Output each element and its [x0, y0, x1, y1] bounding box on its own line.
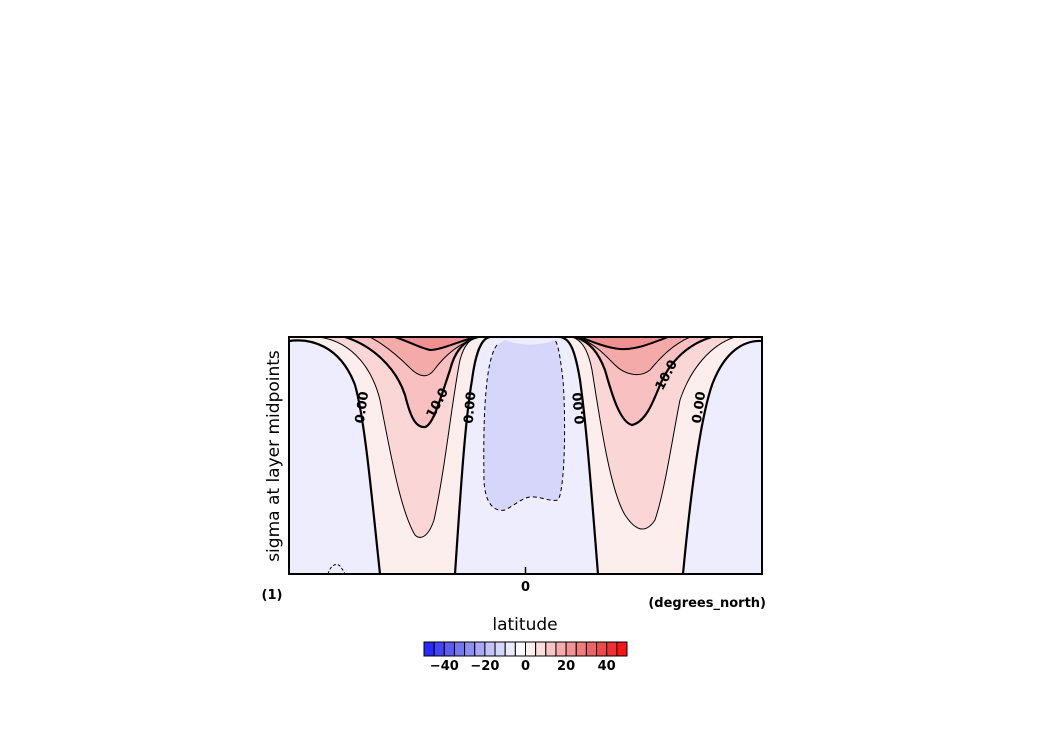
contour-ten-left — [344, 337, 479, 429]
left-jet-core-region — [370, 337, 478, 376]
colorbar-swatch — [545, 641, 557, 657]
colorbar-tick-label: 40 — [598, 659, 616, 674]
left-jet-top-region — [395, 337, 475, 350]
colorbar-tick-label: 20 — [557, 659, 575, 674]
contour-label: 0.00 — [690, 391, 709, 425]
colorbar-tick-label: −20 — [470, 659, 499, 674]
colorbar-swatch — [484, 641, 496, 657]
colorbar-swatch — [443, 641, 455, 657]
colorbar-swatch — [504, 641, 516, 657]
contour-five-left — [317, 337, 481, 538]
colorbar-swatch — [525, 641, 537, 657]
colorbar-swatch — [514, 641, 526, 657]
contour-ten-right — [574, 337, 713, 427]
contour-zero-right-inner — [559, 337, 600, 574]
colorbar-swatch — [474, 641, 486, 657]
colorbar-swatch — [433, 641, 445, 657]
colorbar-tick-label: −40 — [430, 659, 459, 674]
colorbar-swatch — [494, 641, 506, 657]
contour-zero-left-inner — [453, 337, 491, 574]
equatorial-negative-region — [483, 340, 565, 511]
colorbar-tick-label: 0 — [521, 659, 530, 674]
contour-twenty-left — [394, 337, 476, 352]
colorbar-swatch — [565, 641, 577, 657]
contour-label: 0.00 — [571, 392, 589, 425]
right-jet-top-region — [580, 337, 668, 350]
colorbar-swatch — [453, 641, 466, 657]
contour-negative-polar-blob — [327, 563, 346, 574]
x-axis-ticks: 0 — [521, 567, 530, 595]
contour-fifteen-right — [577, 337, 691, 376]
colorbar-swatch — [423, 641, 435, 657]
contour-five-right — [571, 337, 736, 530]
contour-twenty-right — [579, 337, 669, 351]
y-units-label: (1) — [262, 588, 283, 603]
contour-line-layer — [289, 337, 762, 574]
colorbar-swatch — [535, 641, 547, 657]
colorbar-swatch — [555, 641, 567, 657]
colorbar-swatch — [596, 641, 608, 657]
contour-zero-left-outer — [289, 339, 382, 574]
left-jet-ten-region — [345, 337, 478, 428]
colorbar-swatch — [585, 641, 598, 657]
x-units-label: (degrees_north) — [648, 596, 766, 611]
contour-label: 0.00 — [353, 391, 372, 425]
colorbar: −40 −20 0 20 40 — [423, 641, 628, 674]
colorbar-swatch — [616, 641, 628, 657]
contour-fill-layer — [289, 337, 762, 574]
contour-label: 0.00 — [462, 391, 480, 424]
contour-fifteen-left — [369, 337, 479, 377]
x-tick-label: 0 — [521, 580, 530, 595]
y-axis-title: sigma at layer midpoints — [264, 350, 284, 562]
colorbar-swatch — [464, 641, 476, 657]
contour-negative-equator — [483, 339, 566, 511]
colorbar-swatch — [575, 641, 587, 657]
contour-zero-right-outer — [681, 339, 762, 574]
x-axis-title: latitude — [492, 615, 557, 635]
colorbar-swatch — [606, 641, 618, 657]
